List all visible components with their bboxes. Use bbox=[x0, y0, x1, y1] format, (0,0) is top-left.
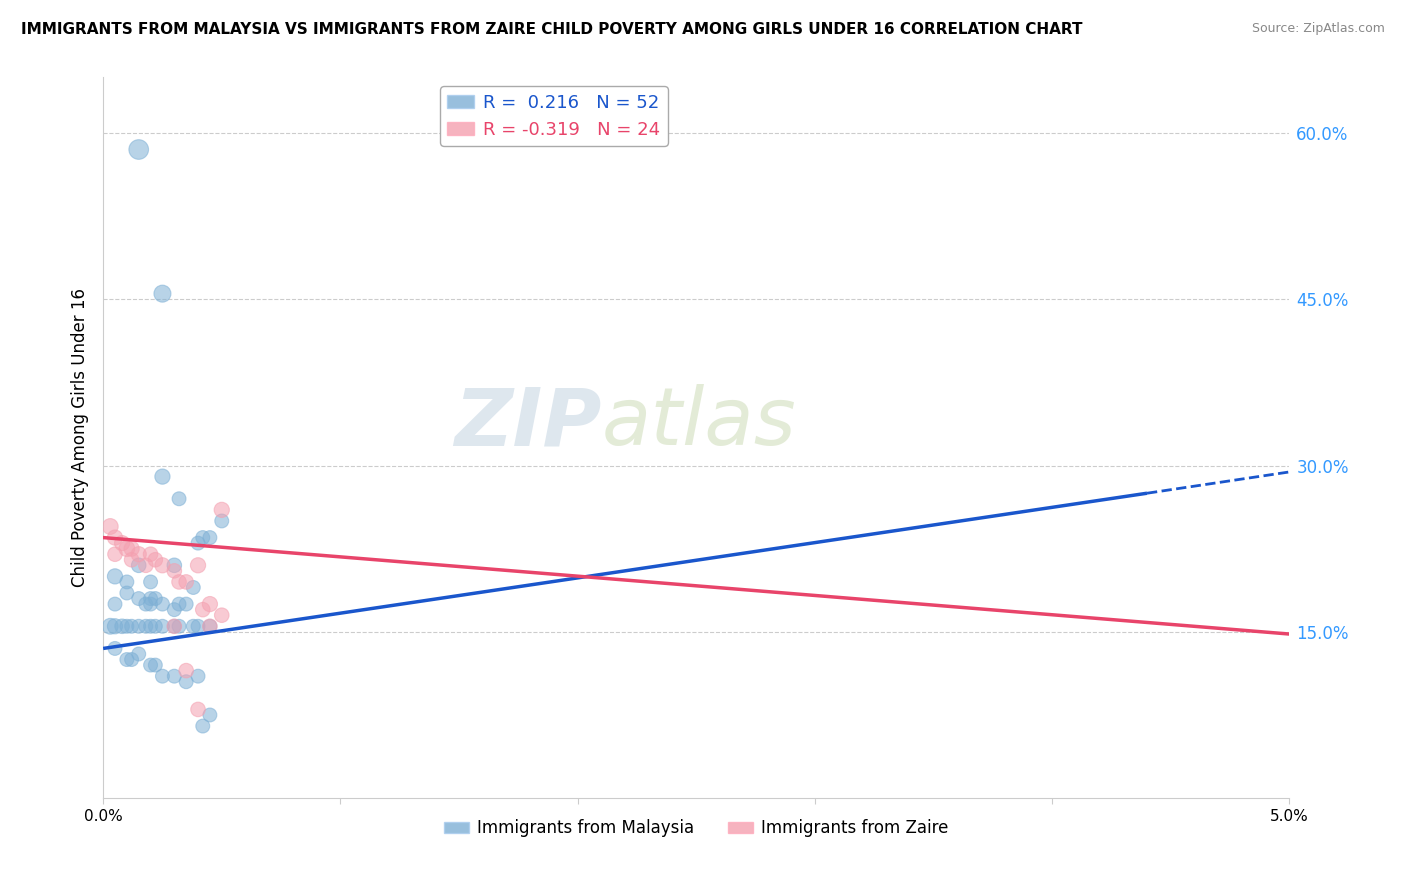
Point bbox=[111, 536, 134, 550]
Point bbox=[181, 619, 204, 633]
Point bbox=[98, 619, 121, 633]
Text: Source: ZipAtlas.com: Source: ZipAtlas.com bbox=[1251, 22, 1385, 36]
Point bbox=[187, 536, 209, 550]
Point bbox=[191, 531, 214, 545]
Point bbox=[143, 658, 166, 673]
Point bbox=[115, 619, 138, 633]
Point bbox=[163, 619, 186, 633]
Text: IMMIGRANTS FROM MALAYSIA VS IMMIGRANTS FROM ZAIRE CHILD POVERTY AMONG GIRLS UNDE: IMMIGRANTS FROM MALAYSIA VS IMMIGRANTS F… bbox=[21, 22, 1083, 37]
Point bbox=[111, 619, 134, 633]
Point bbox=[115, 574, 138, 589]
Point bbox=[115, 586, 138, 600]
Point bbox=[181, 581, 204, 595]
Point bbox=[191, 719, 214, 733]
Point bbox=[198, 597, 221, 611]
Point bbox=[135, 558, 157, 573]
Point bbox=[128, 647, 150, 661]
Point bbox=[128, 143, 150, 157]
Point bbox=[167, 619, 190, 633]
Point bbox=[163, 564, 186, 578]
Legend: Immigrants from Malaysia, Immigrants from Zaire: Immigrants from Malaysia, Immigrants fro… bbox=[437, 813, 955, 844]
Point bbox=[135, 597, 157, 611]
Point bbox=[104, 531, 127, 545]
Point bbox=[104, 641, 127, 656]
Point bbox=[128, 558, 150, 573]
Point bbox=[163, 669, 186, 683]
Y-axis label: Child Poverty Among Girls Under 16: Child Poverty Among Girls Under 16 bbox=[72, 288, 89, 587]
Text: ZIP: ZIP bbox=[454, 384, 602, 462]
Point bbox=[187, 669, 209, 683]
Point bbox=[128, 619, 150, 633]
Point bbox=[139, 547, 162, 561]
Point bbox=[211, 608, 233, 623]
Point bbox=[187, 619, 209, 633]
Point bbox=[152, 286, 174, 301]
Point bbox=[139, 658, 162, 673]
Point bbox=[167, 491, 190, 506]
Point bbox=[152, 619, 174, 633]
Point bbox=[98, 519, 121, 533]
Point bbox=[139, 591, 162, 606]
Point bbox=[128, 591, 150, 606]
Point bbox=[167, 597, 190, 611]
Point bbox=[152, 558, 174, 573]
Point bbox=[104, 619, 127, 633]
Point bbox=[152, 469, 174, 483]
Point bbox=[152, 597, 174, 611]
Point bbox=[211, 514, 233, 528]
Point bbox=[163, 558, 186, 573]
Point bbox=[174, 574, 197, 589]
Point bbox=[198, 619, 221, 633]
Point bbox=[187, 558, 209, 573]
Point bbox=[187, 702, 209, 716]
Point bbox=[198, 619, 221, 633]
Point bbox=[163, 619, 186, 633]
Point bbox=[191, 602, 214, 616]
Point bbox=[163, 602, 186, 616]
Point bbox=[139, 619, 162, 633]
Point bbox=[128, 547, 150, 561]
Point bbox=[121, 652, 143, 666]
Point bbox=[167, 574, 190, 589]
Point bbox=[198, 531, 221, 545]
Point bbox=[143, 619, 166, 633]
Point bbox=[211, 503, 233, 517]
Text: atlas: atlas bbox=[602, 384, 796, 462]
Point bbox=[198, 708, 221, 723]
Point bbox=[104, 569, 127, 583]
Point bbox=[152, 669, 174, 683]
Point bbox=[135, 619, 157, 633]
Point bbox=[121, 553, 143, 567]
Point bbox=[115, 541, 138, 556]
Point bbox=[121, 541, 143, 556]
Point bbox=[143, 591, 166, 606]
Point bbox=[104, 597, 127, 611]
Point bbox=[139, 597, 162, 611]
Point bbox=[121, 619, 143, 633]
Point bbox=[174, 597, 197, 611]
Point bbox=[174, 664, 197, 678]
Point bbox=[139, 574, 162, 589]
Point bbox=[174, 674, 197, 689]
Point bbox=[104, 547, 127, 561]
Point bbox=[143, 553, 166, 567]
Point bbox=[115, 652, 138, 666]
